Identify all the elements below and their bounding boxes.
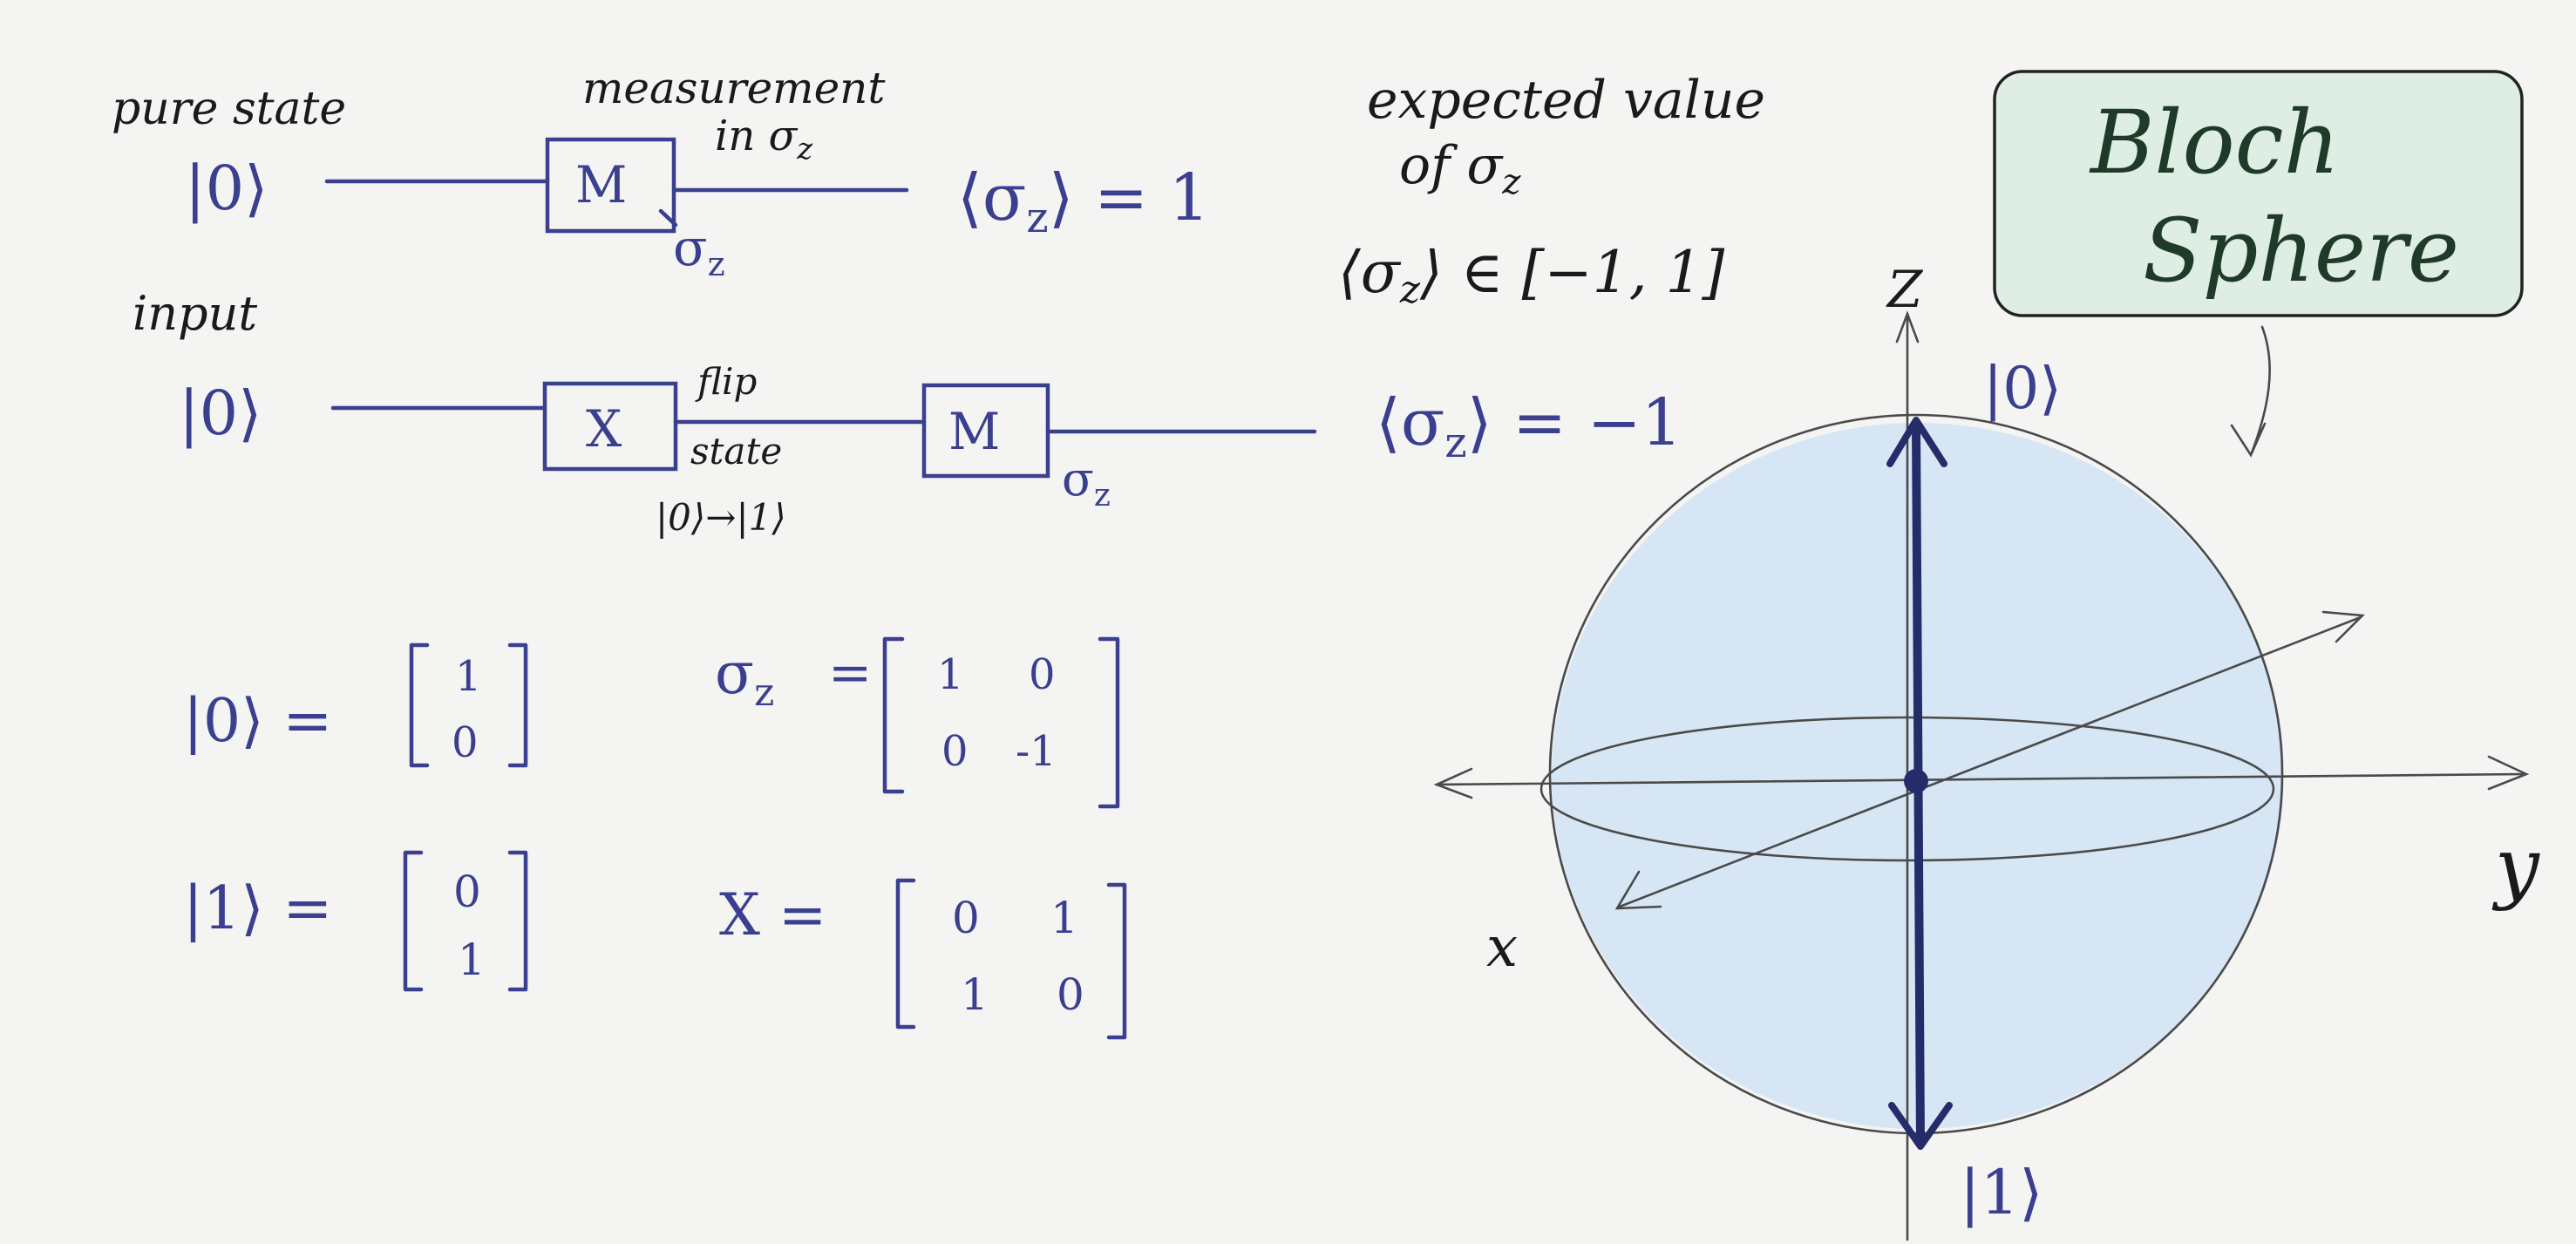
- state-vector-up-arrowhead: [1886, 417, 1947, 467]
- circuit2-gate-sub: σz: [1062, 452, 1111, 513]
- bloch-title-frame: [1993, 70, 2524, 317]
- expected-value-range: ⟨σz⟩ ∈ [−1, 1]: [1338, 239, 1725, 312]
- ket1-label: |1⟩ =: [183, 874, 332, 943]
- circuit-flip: input |0⟩ X M σz flip state |0⟩→|1⟩ ⟨σz⟩…: [133, 286, 1682, 539]
- sigma-z-equals: =: [828, 642, 872, 704]
- label-pure-state: pure state: [112, 83, 346, 135]
- z-axis-arrowhead: [1895, 310, 1920, 343]
- circuit2-x-gate: [542, 381, 678, 472]
- circuit1-measurement-note: measurement: [582, 63, 886, 113]
- pauli-x-definition: X = 0 1 1 0: [719, 878, 1127, 1040]
- ket0-left-bracket: [409, 642, 430, 768]
- expected-value-line2: of σz: [1399, 135, 1521, 202]
- sigma-z-entry-21: 0: [941, 727, 969, 776]
- circuit1-measure-gate: [545, 137, 676, 234]
- axis-y-label: y: [2491, 821, 2540, 913]
- sigma-z-label: σz: [715, 640, 774, 715]
- bloch-title-line2: Sphere: [2143, 200, 2459, 302]
- x-axis: [1618, 615, 2362, 908]
- expected-value-line1: expected value: [1367, 70, 1765, 131]
- ket0-label: |0⟩ =: [183, 687, 332, 756]
- circuit-pure-state: pure state |0⟩ M σz measurement in σz ⟨σ…: [112, 63, 1210, 283]
- bloch-title-pointer-arrow: [2230, 325, 2271, 458]
- y-axis: [1435, 772, 2525, 786]
- circuit1-measurement-basis: in σz: [715, 112, 813, 167]
- ket1-left-bracket: [403, 850, 424, 992]
- circuit1-measure-gate-label: M: [575, 155, 627, 214]
- label-input: input: [133, 286, 257, 341]
- bloch-title-box: Bloch Sphere: [1993, 70, 2524, 458]
- pauli-x-entry-12: 1: [1050, 893, 1078, 943]
- circuit2-x-gate-label: X: [586, 399, 622, 459]
- circuit2-measure-gate-label: M: [948, 402, 1000, 461]
- sigma-z-entry-22: -1: [1016, 727, 1057, 776]
- x-axis-arrowhead: [1614, 870, 1662, 910]
- ket0-definition: |0⟩ = 1 0: [183, 642, 528, 768]
- ket1-definition: |1⟩ = 0 1: [183, 850, 528, 992]
- flip-mapping-note: |0⟩→|1⟩: [656, 496, 786, 539]
- expected-value-note: expected value of σz ⟨σz⟩ ∈ [−1, 1]: [1338, 70, 1765, 312]
- bloch-sphere: Bloch Sphere Z y x |0⟩ |1⟩: [1433, 70, 2540, 1241]
- matrices: |0⟩ = 1 0 |1⟩ = 0 1 σz = 1 0 0 -1: [183, 636, 1127, 1040]
- ket0-right-bracket: [507, 642, 528, 768]
- ket1-entry-1: 0: [453, 867, 481, 917]
- axis-x-label: x: [1486, 915, 1518, 980]
- sigma-z-right-bracket: [1098, 636, 1120, 809]
- circuit2-input-ket: |0⟩: [179, 377, 262, 449]
- ket1-right-bracket: [507, 850, 528, 992]
- negative-x-arrowhead: [2321, 610, 2365, 643]
- axis-z-label: Z: [1886, 260, 1924, 319]
- pauli-x-left-bracket: [895, 878, 916, 1030]
- sigma-z-entry-11: 1: [937, 650, 964, 699]
- pauli-x-entry-21: 1: [961, 969, 989, 1020]
- pauli-x-entry-11: 0: [952, 893, 980, 943]
- sigma-z-left-bracket: [882, 636, 905, 794]
- pauli-x-right-bracket: [1106, 882, 1127, 1040]
- sigma-z-definition: σz = 1 0 0 -1: [715, 636, 1120, 809]
- bloch-bottom-ket: |1⟩: [1960, 1157, 2042, 1228]
- circuit1-meter-tick: [658, 208, 678, 228]
- y-axis-arrowhead: [2487, 755, 2530, 791]
- circuit1-gate-sub: σz: [673, 218, 725, 283]
- circuit2-result: ⟨σz⟩ = −1: [1376, 385, 1682, 467]
- pauli-x-entry-22: 0: [1057, 969, 1084, 1020]
- flip-note: flip: [695, 360, 757, 403]
- ket0-entry-2: 0: [452, 718, 479, 767]
- sphere-center-point: [1904, 769, 1928, 793]
- pauli-x-label: X =: [719, 881, 826, 948]
- circuit1-result: ⟨σz⟩ = 1: [957, 160, 1210, 242]
- bloch-top-ket: |0⟩: [1983, 355, 2062, 422]
- negative-y-arrowhead: [1433, 767, 1473, 799]
- sigma-z-entry-12: 0: [1029, 650, 1056, 699]
- ket1-entry-2: 1: [458, 935, 486, 985]
- circuit1-input-ket: |0⟩: [185, 153, 268, 224]
- bloch-title-line1: Bloch: [2089, 92, 2340, 194]
- state-vector-down-arrowhead: [1888, 1102, 1953, 1150]
- flip-state-note: state: [690, 430, 782, 472]
- ket0-entry-1: 1: [455, 652, 482, 701]
